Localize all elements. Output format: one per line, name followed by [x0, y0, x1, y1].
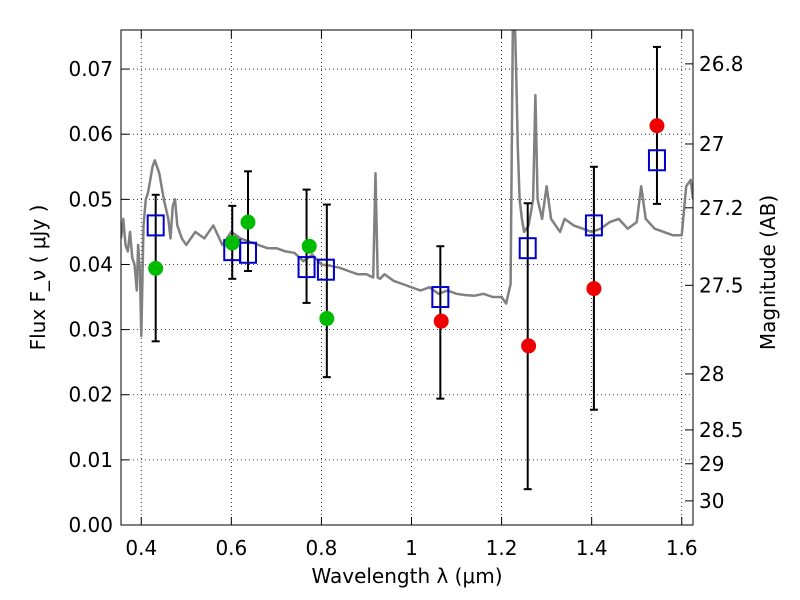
- y-tick-label: 0.04: [68, 252, 113, 276]
- axis-ticks: 0.4 0.6 0.8 1 1.2 1.4 1.6 0.00 0.01 0.02 0.03 0.04 0…: [68, 30, 744, 560]
- right-axis-label: Magnitude (AB): [756, 195, 780, 350]
- circle-marker: [148, 260, 164, 276]
- circle-marker: [224, 235, 240, 251]
- mag-tick-label: 27: [699, 132, 724, 156]
- y-tick-label: 0.00: [68, 513, 113, 537]
- mag-tick-label: 26.8: [699, 52, 744, 76]
- x-axis-label: Wavelength λ (μm): [311, 564, 502, 588]
- x-tick-label: 0.8: [306, 536, 338, 560]
- y-axis-label: Flux F_ν ( μJy ): [26, 205, 50, 351]
- square-marker: [431, 286, 450, 309]
- x-tick-label: 1.6: [666, 536, 698, 560]
- mag-tick-label: 28: [699, 362, 724, 386]
- model-spectrum: [121, 30, 693, 338]
- square-marker: [239, 241, 258, 264]
- mag-tick-label: 27.2: [699, 196, 744, 220]
- y-tick-label: 0.07: [68, 57, 113, 81]
- spectrum-line: [121, 30, 693, 338]
- plot-frame: [120, 29, 694, 526]
- error-bars: [151, 45, 661, 491]
- y-tick-label: 0.02: [68, 383, 113, 407]
- circle-marker: [649, 118, 665, 134]
- mag-tick-label: 29: [699, 452, 724, 476]
- square-marker: [584, 214, 603, 237]
- mag-tick-label: 27.5: [699, 273, 744, 297]
- x-tick-label: 1: [405, 536, 418, 560]
- square-marker: [518, 237, 537, 260]
- circle-marker: [240, 214, 256, 230]
- y-tick-label: 0.03: [68, 318, 113, 342]
- y-tick-label: 0.05: [68, 187, 113, 211]
- circle-marker: [301, 238, 317, 254]
- mag-tick-label: 28.5: [699, 418, 744, 442]
- circle-marker: [433, 313, 449, 329]
- circle-marker: [586, 281, 602, 297]
- circle-marker: [521, 338, 537, 354]
- square-marker: [647, 149, 666, 172]
- square-marker: [146, 214, 165, 237]
- grid-lines: [121, 30, 693, 526]
- square-marker: [297, 256, 316, 279]
- circle-marker: [319, 311, 335, 327]
- x-tick-label: 0.6: [215, 536, 247, 560]
- x-tick-label: 1.2: [486, 536, 518, 560]
- mag-tick-label: 30: [699, 489, 724, 513]
- y-tick-label: 0.06: [68, 122, 113, 146]
- photometry-points: [146, 118, 666, 354]
- x-tick-label: 0.4: [125, 536, 157, 560]
- square-marker: [316, 258, 335, 281]
- y-tick-label: 0.01: [68, 448, 113, 472]
- x-tick-label: 1.4: [576, 536, 608, 560]
